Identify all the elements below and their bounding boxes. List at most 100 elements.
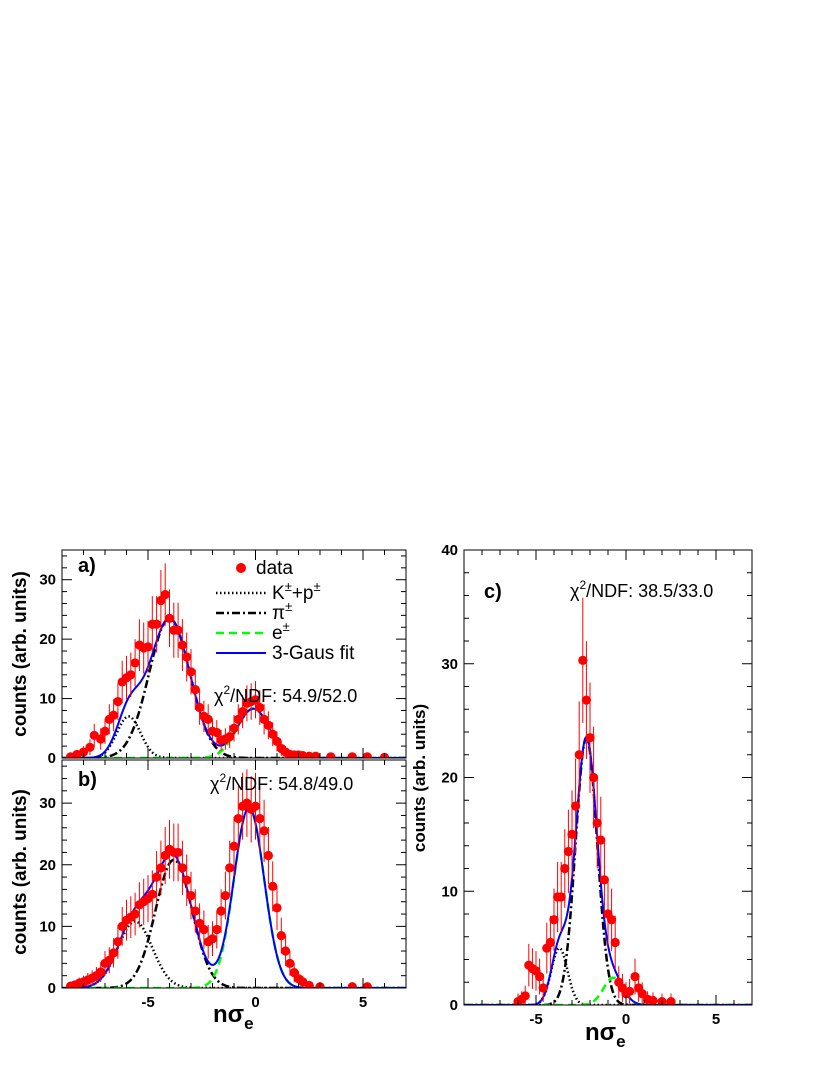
data-marker <box>130 658 140 668</box>
x-axis-label-c: nσe <box>585 1019 626 1051</box>
y-axis-label-b: counts (arb. units) <box>10 789 31 955</box>
data-marker <box>250 695 261 705</box>
data-point <box>212 910 222 949</box>
data-marker <box>147 889 157 899</box>
data-point <box>304 980 314 988</box>
data-point <box>589 726 599 829</box>
data-point <box>556 861 566 932</box>
data-marker <box>666 996 676 1005</box>
data-marker <box>347 982 357 988</box>
data-point <box>255 786 265 851</box>
y-tick-label: 10 <box>39 918 56 935</box>
data-point <box>233 786 243 851</box>
y-tick-label: 40 <box>441 542 458 559</box>
data-marker <box>630 971 640 982</box>
data-point <box>164 589 175 648</box>
data-marker <box>225 863 235 873</box>
data-marker <box>238 707 248 717</box>
data-point <box>311 751 321 758</box>
data-marker <box>581 695 592 705</box>
data-point <box>362 752 372 758</box>
data-point <box>259 799 269 862</box>
chi2-annotation-b: χ2/NDF: 54.8/49.0 <box>210 771 353 794</box>
data-point <box>182 854 192 906</box>
data-marker <box>304 980 314 988</box>
data-marker <box>156 863 166 873</box>
data-marker <box>104 955 114 965</box>
data-point <box>126 652 136 698</box>
data-marker <box>520 991 530 1001</box>
data-marker <box>610 937 620 948</box>
data-marker <box>229 723 239 733</box>
data-point <box>538 974 548 1002</box>
component-curve-kp <box>464 946 752 1005</box>
data-point <box>109 699 119 732</box>
legend-label-kp: K±+p± <box>272 579 321 604</box>
component-curve-pi <box>464 736 752 1005</box>
data-point <box>272 885 282 931</box>
data-point <box>152 850 162 904</box>
data-marker <box>152 872 162 882</box>
data-point <box>130 892 140 936</box>
axes-c: 0 10 20 30 40 -5 0 5 <box>441 542 753 1028</box>
y-tick-label: 20 <box>441 770 458 787</box>
data-marker <box>229 841 239 851</box>
data-marker <box>549 915 559 925</box>
data-marker <box>233 813 243 824</box>
y-axis-label-a: counts (arb. units) <box>10 571 31 737</box>
data-marker <box>362 982 372 988</box>
data-marker <box>203 714 213 724</box>
data-marker <box>599 875 610 885</box>
data-marker <box>585 733 595 743</box>
data-marker <box>272 736 282 746</box>
data-point <box>173 602 183 658</box>
data-marker <box>186 667 196 677</box>
data-marker <box>607 915 617 925</box>
y-tick-label: 0 <box>48 750 56 767</box>
y-tick-label: 30 <box>441 656 458 673</box>
data-marker <box>556 892 566 902</box>
data-marker <box>182 652 192 662</box>
data-point <box>152 596 162 653</box>
data-marker <box>535 971 545 982</box>
data-marker <box>233 714 243 724</box>
data-marker <box>177 863 187 873</box>
data-point <box>281 935 291 967</box>
chi2-annotation-c: χ2/NDF: 38.5/33.0 <box>570 578 713 601</box>
data-point <box>592 777 602 869</box>
data-marker <box>250 801 261 811</box>
data-marker <box>190 906 200 916</box>
legend-label-data: data <box>256 558 293 579</box>
data-marker <box>625 986 635 996</box>
data-marker <box>113 696 123 707</box>
data-marker <box>596 835 606 845</box>
legend-label-pi: π± <box>272 599 292 624</box>
data-marker <box>545 937 556 948</box>
data-marker <box>578 655 588 665</box>
data-marker <box>326 752 336 758</box>
data-point <box>220 871 230 920</box>
y-tick-label: 0 <box>450 997 458 1014</box>
data-marker <box>212 727 222 738</box>
data-marker <box>567 829 577 839</box>
data-marker <box>311 751 321 758</box>
data-marker <box>96 967 106 977</box>
data-points-c <box>513 597 676 1005</box>
data-point <box>190 889 200 933</box>
data-marker <box>173 625 183 635</box>
data-marker <box>220 890 230 901</box>
legend-marker-data <box>236 563 246 573</box>
data-point <box>195 690 205 725</box>
y-tick-label: 30 <box>39 572 56 589</box>
chi2-annotation-a: χ2/NDF: 54.9/52.0 <box>214 683 357 706</box>
panel-b: 0 10 20 30 -5 0 5 b) counts (arb. units) χ2/ND… <box>10 759 407 1033</box>
data-point <box>113 924 123 959</box>
data-point <box>648 992 658 1005</box>
data-marker <box>268 881 278 891</box>
data-points-a <box>66 563 390 758</box>
data-point <box>238 695 248 729</box>
data-point <box>250 772 261 840</box>
axes-b: 0 10 20 30 -5 0 5 <box>39 760 407 1011</box>
data-marker <box>212 924 222 935</box>
